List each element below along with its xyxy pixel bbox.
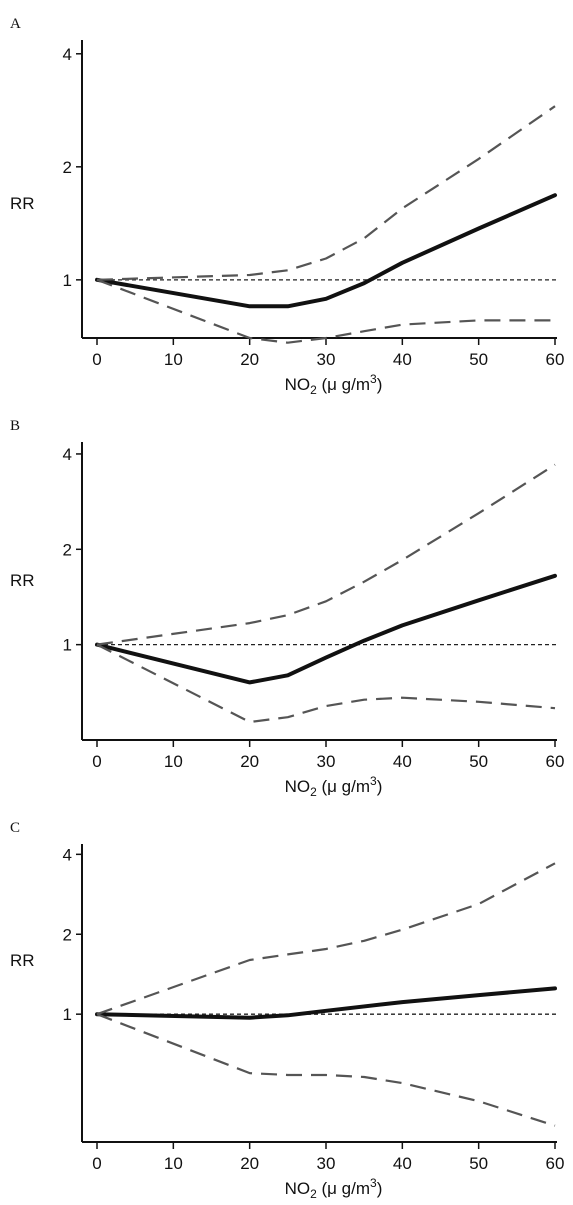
x-tick-label: 10	[164, 1154, 183, 1173]
x-tick-label: 40	[393, 752, 412, 771]
x-tick-label: 30	[317, 350, 336, 369]
series-line-estimate	[95, 986, 557, 1020]
chart-panel-a: A 1 2 4 0 10 20 30 40 50 60 RR NO2 (μ g/m3)	[0, 0, 573, 401]
x-axis-label: NO2 (μ g/m3)	[285, 372, 383, 397]
x-tick-label: 30	[317, 752, 336, 771]
x-tick-label: 20	[240, 752, 259, 771]
panel-label: C	[10, 820, 20, 836]
y-tick-label: 1	[63, 1005, 72, 1024]
x-tick-label: 30	[317, 1154, 336, 1173]
x-tick-label: 60	[546, 752, 565, 771]
y-tick-label: 4	[63, 445, 72, 464]
x-tick-label: 60	[546, 350, 565, 369]
x-tick-label: 20	[240, 1154, 259, 1173]
y-tick-label: 4	[63, 845, 72, 864]
series-line-upper-ci	[96, 463, 556, 646]
x-tick-label: 40	[393, 1154, 412, 1173]
y-tick-label: 2	[63, 540, 72, 559]
y-tick-label: 2	[63, 158, 72, 177]
panel-label: A	[10, 16, 21, 32]
y-tick-label: 1	[63, 271, 72, 290]
y-axis-label: RR	[10, 571, 35, 590]
y-axis-label: RR	[10, 194, 35, 213]
x-axis-label: NO2 (μ g/m3)	[285, 774, 383, 799]
x-tick-label: 50	[469, 752, 488, 771]
series-line-lower-ci	[96, 278, 555, 344]
chart-panel-c: C 1 2 4 0 10 20 30 40 50 60 RR NO2 (μ g/m3)	[0, 804, 573, 1205]
series-line-upper-ci	[96, 862, 556, 1016]
chart-panel-b: B 1 2 4 0 10 20 30 40 50 60 RR NO2 (μ g/m3)	[0, 402, 573, 803]
y-tick-label: 4	[63, 45, 72, 64]
x-tick-label: 50	[469, 1154, 488, 1173]
x-tick-label: 0	[92, 350, 101, 369]
x-tick-label: 20	[240, 350, 259, 369]
y-axis-label: RR	[10, 951, 35, 970]
series-line-lower-ci	[96, 1013, 556, 1127]
x-tick-label: 50	[469, 350, 488, 369]
x-tick-label: 10	[164, 752, 183, 771]
x-axis-label: NO2 (μ g/m3)	[285, 1176, 383, 1201]
panel-label: B	[10, 418, 20, 434]
x-tick-label: 0	[92, 752, 101, 771]
series-line-lower-ci	[96, 643, 556, 724]
x-tick-label: 10	[164, 350, 183, 369]
y-tick-label: 1	[63, 636, 72, 655]
y-tick-label: 2	[63, 925, 72, 944]
x-tick-label: 60	[546, 1154, 565, 1173]
series-line-estimate	[95, 193, 557, 309]
x-tick-label: 0	[92, 1154, 101, 1173]
series-line-upper-ci	[96, 105, 556, 281]
x-tick-label: 40	[393, 350, 412, 369]
series-line-estimate	[95, 573, 557, 685]
